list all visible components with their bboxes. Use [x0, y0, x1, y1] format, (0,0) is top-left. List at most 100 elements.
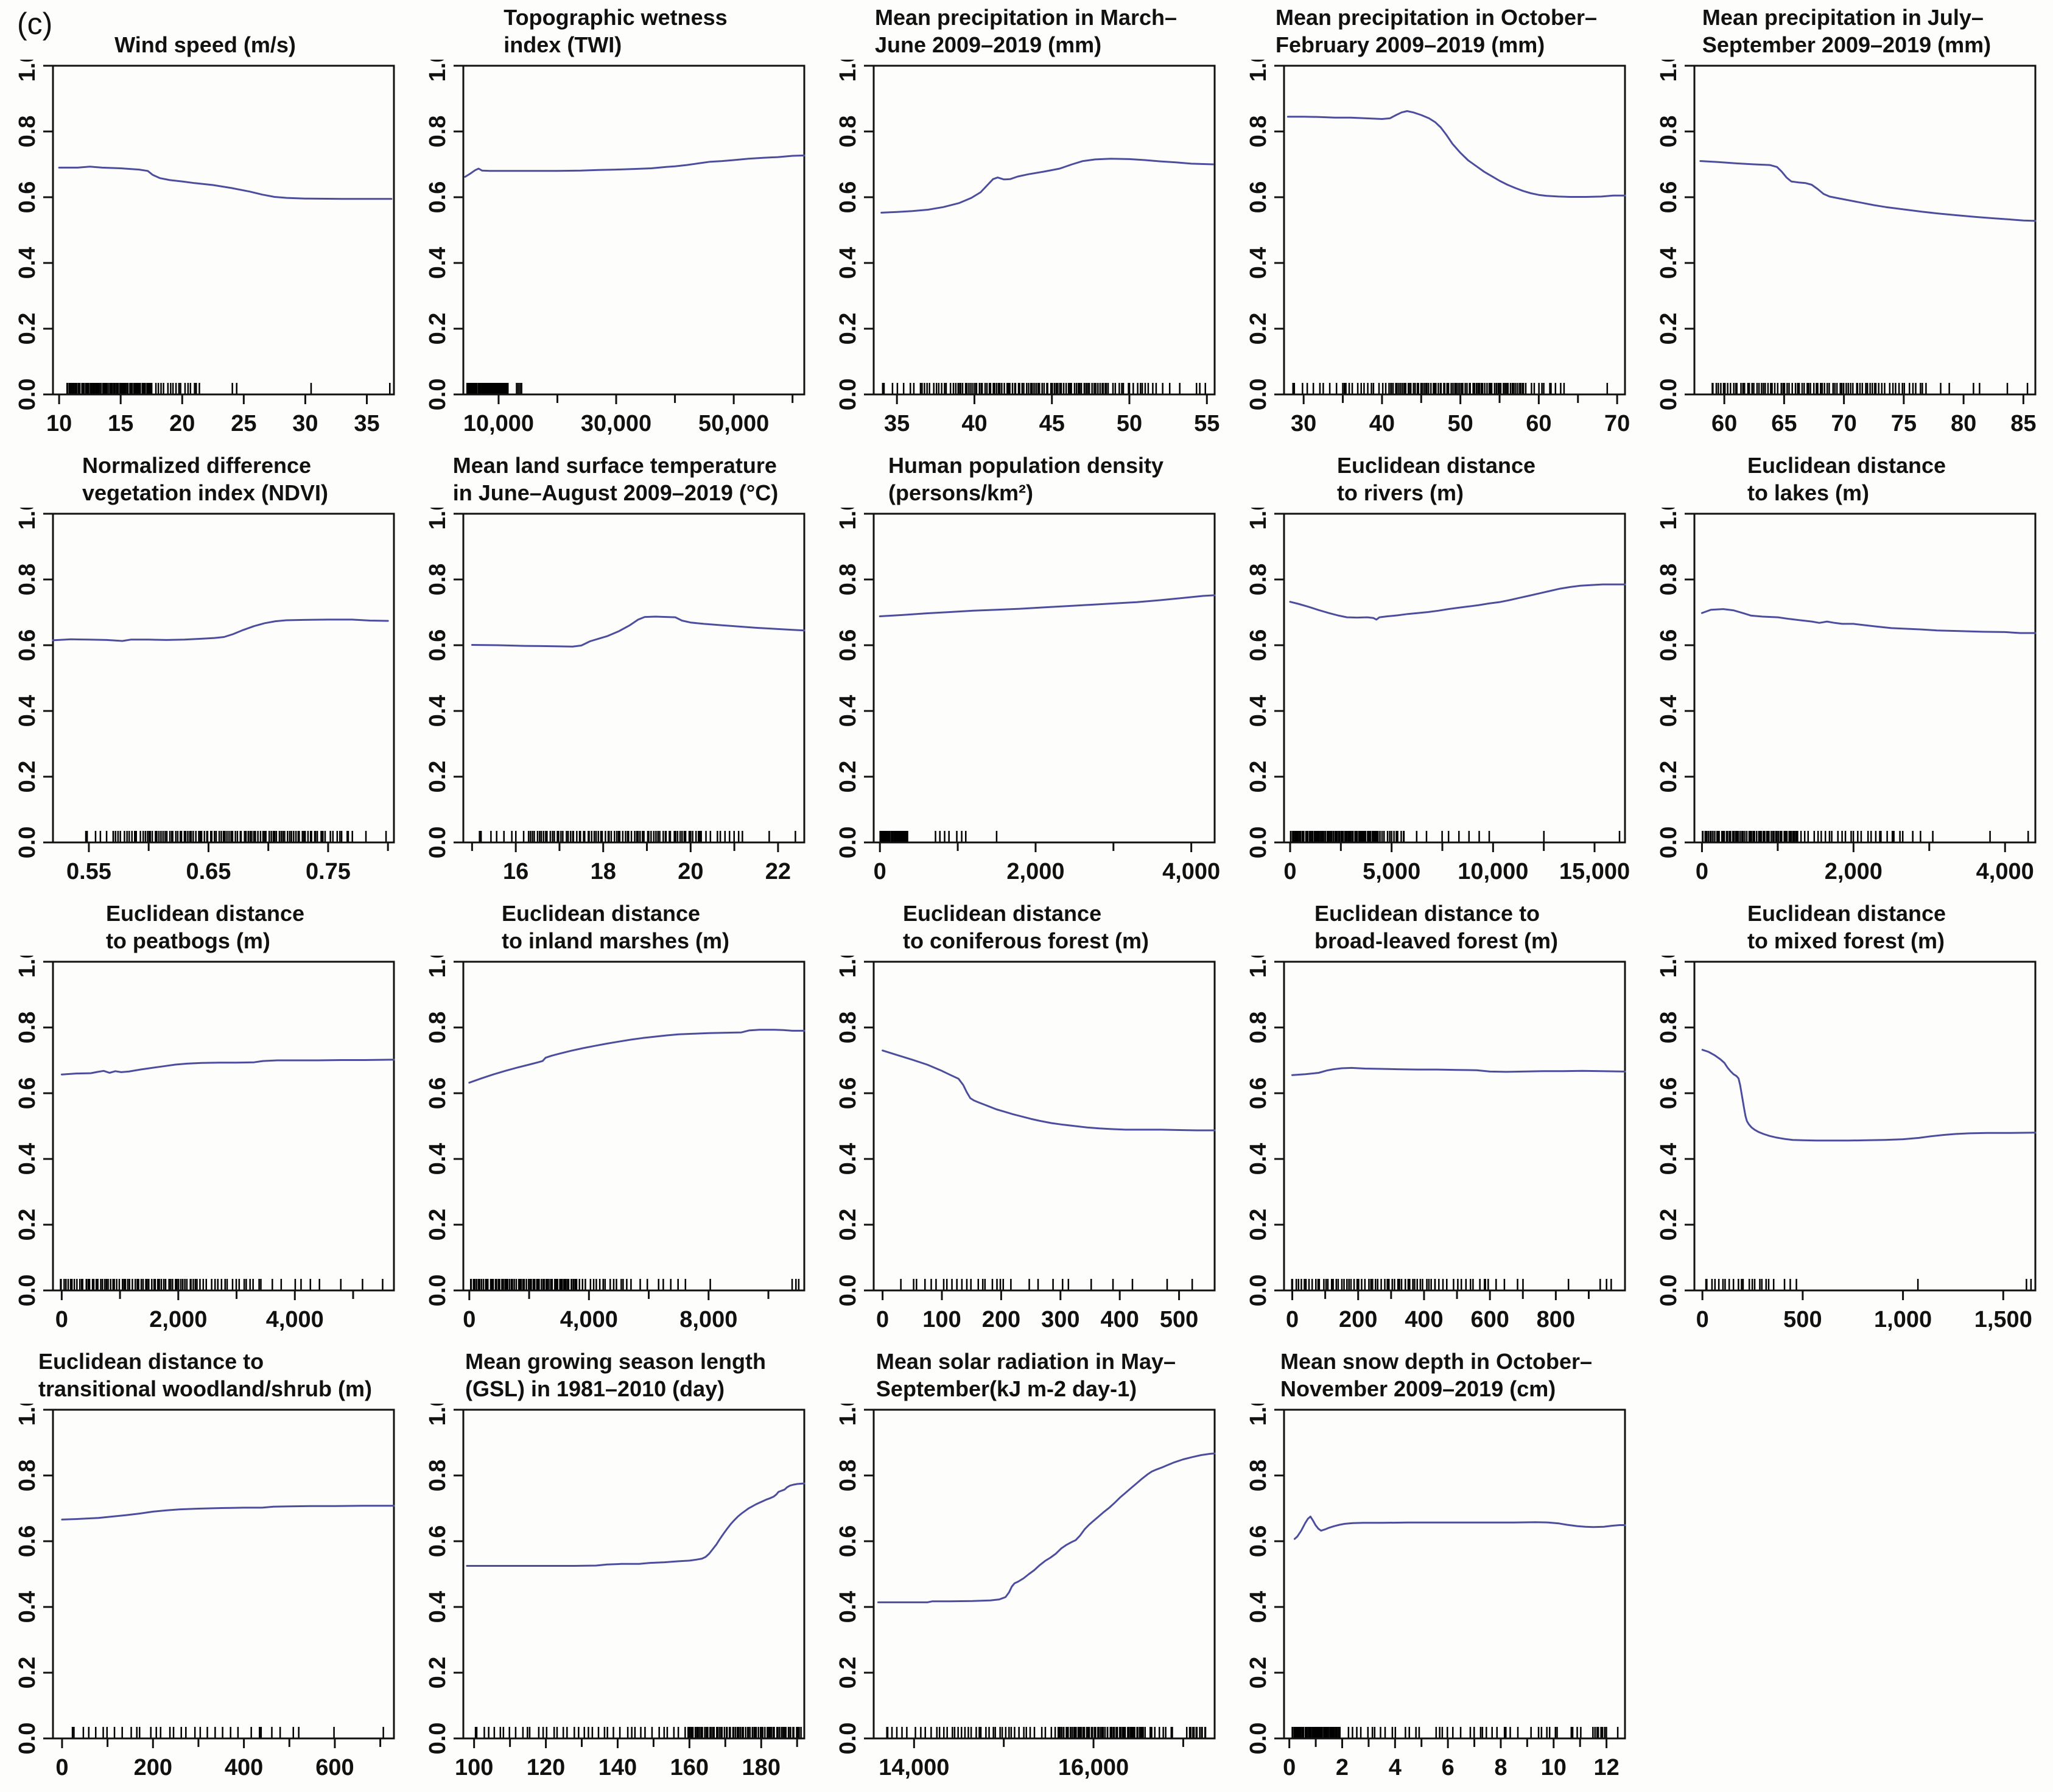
y-tick-label: 0.0: [835, 379, 861, 411]
rug-marks: [879, 831, 998, 842]
plot-title: Mean precipitation in July– September 20…: [1702, 5, 1992, 57]
y-tick-label: 0.0: [15, 1723, 40, 1755]
plot-title-area: Human population density (persons/km²): [821, 448, 1231, 508]
plot-canvas: 0.0 0.2 0.4 0.6 0.8 1.0 60 65 70 75 80 85: [1656, 60, 2037, 436]
y-tick-label: 0.0: [1656, 827, 1682, 859]
plot-title-area: Mean land surface temperature in June–Au…: [410, 448, 821, 508]
plot-title-area: Mean precipitation in July– September 20…: [1641, 0, 2052, 60]
rug-marks: [474, 1727, 802, 1738]
x-axis: 0 5,000 10,000 15,000: [1283, 842, 1630, 884]
pd-curve: [58, 166, 393, 200]
y-tick-label: 0.4: [15, 247, 40, 279]
plot-canvas: 0.0 0.2 0.4 0.6 0.8 1.0 35 40 45 50 55: [835, 60, 1220, 436]
x-tick-label: 70: [1831, 411, 1856, 436]
y-tick-label: 0.0: [1656, 379, 1682, 411]
plot-title-area: Euclidean distance to peatbogs (m): [0, 896, 410, 956]
y-tick-label: 0.4: [15, 695, 40, 727]
x-tick-label: 30: [292, 411, 318, 436]
x-tick-label: 100: [455, 1755, 493, 1780]
pd-curve: [1289, 583, 1626, 621]
plot-frame: [52, 1409, 395, 1740]
x-tick-label: 200: [982, 1307, 1020, 1332]
y-tick-label: 0.2: [1656, 761, 1682, 793]
y-tick-label: 1.0: [1246, 956, 1271, 978]
x-axis: 10,000 30,000 50,000: [463, 394, 794, 436]
y-tick-label: 1.0: [425, 60, 451, 82]
y-tick-label: 0.0: [15, 1275, 40, 1307]
x-axis: 0 2,000 4,000: [874, 842, 1220, 884]
y-tick-label: 0.0: [425, 827, 451, 859]
y-tick-label: 0.0: [1656, 1275, 1682, 1307]
y-tick-label: 1.0: [835, 60, 861, 82]
plot-title: Euclidean distance to transitional woodl…: [38, 1349, 372, 1401]
x-tick-label: 200: [1339, 1307, 1377, 1332]
y-tick-label: 0.8: [425, 116, 451, 148]
x-axis: 0 500 1,000 1,500: [1696, 1290, 2032, 1332]
x-tick-label: 65: [1771, 411, 1797, 436]
pd-curve: [52, 618, 389, 642]
y-tick-label: 0.2: [15, 313, 40, 345]
plot-title-area: Euclidean distance to inland marshes (m): [410, 896, 821, 956]
y-tick-label: 0.0: [15, 379, 40, 411]
x-axis: 0 100 200 300 400 500: [876, 1290, 1198, 1332]
pdp-plot-13: Euclidean distance to coniferous forest …: [821, 896, 1231, 1344]
y-tick-label: 0.4: [15, 1143, 40, 1175]
plot-canvas: 0.0 0.2 0.4 0.6 0.8 1.0 0 5,000 10,000 15,000: [1246, 508, 1630, 884]
x-tick-label: 10: [46, 411, 72, 436]
y-tick-label: 0.0: [1246, 827, 1271, 859]
x-tick-label: 8,000: [679, 1307, 737, 1332]
y-tick-label: 0.4: [1656, 247, 1682, 279]
x-tick-label: 35: [884, 411, 910, 436]
x-axis: 14,000 16,000: [879, 1738, 1184, 1780]
x-tick-label: 180: [742, 1755, 781, 1780]
plot-canvas: 0.0 0.2 0.4 0.6 0.8 1.0 0 2,000 4,000: [15, 956, 395, 1332]
plot-title-area: Euclidean distance to lakes (m): [1641, 448, 2052, 508]
y-tick-label: 0.2: [425, 1209, 451, 1241]
y-tick-label: 0.8: [835, 1460, 861, 1492]
plot-title: Euclidean distance to inland marshes (m): [501, 901, 730, 953]
y-axis: 0.0 0.2 0.4 0.6 0.8 1.0: [1656, 508, 1694, 858]
x-tick-label: 500: [1160, 1307, 1198, 1332]
x-tick-label: 30,000: [581, 411, 651, 436]
plot-title-area: Euclidean distance to mixed forest (m): [1641, 896, 2052, 956]
pdp-plot-8: Human population density (persons/km²) 0.…: [821, 448, 1231, 896]
plot-title: Wind speed (m/s): [114, 32, 296, 57]
x-tick-label: 50: [1117, 411, 1142, 436]
rug-marks: [1702, 831, 2029, 842]
x-tick-label: 30: [1291, 411, 1316, 436]
x-tick-label: 5,000: [1363, 859, 1420, 884]
x-tick-label: 80: [1951, 411, 1976, 436]
rug-marks: [466, 383, 522, 394]
y-tick-label: 0.0: [1246, 1275, 1271, 1307]
plot-title: Mean precipitation in October– February …: [1275, 5, 1598, 57]
y-tick-label: 1.0: [1246, 60, 1271, 82]
y-tick-label: 0.2: [425, 313, 451, 345]
plot-canvas: 0.0 0.2 0.4 0.6 0.8 1.0 30 40 50 60 70: [1246, 60, 1630, 436]
pdp-plot-17: Mean growing season length (GSL) in 1981…: [410, 1344, 821, 1792]
plot-title: Euclidean distance to broad-leaved fores…: [1314, 901, 1559, 953]
y-tick-label: 0.6: [425, 181, 451, 214]
y-tick-label: 0.6: [425, 629, 451, 662]
plot-frame: [1693, 65, 2037, 396]
y-tick-label: 0.8: [835, 1012, 861, 1044]
x-tick-label: 60: [1711, 411, 1737, 436]
y-tick-label: 0.4: [835, 1591, 861, 1623]
y-tick-label: 0.4: [835, 247, 861, 279]
y-tick-label: 0.2: [835, 313, 861, 345]
x-axis: 0 4,000 8,000: [463, 1290, 770, 1332]
y-tick-label: 0.6: [835, 629, 861, 662]
x-tick-label: 0: [1283, 859, 1296, 884]
plot-title: Euclidean distance to mixed forest (m): [1747, 901, 1946, 953]
y-tick-label: 1.0: [425, 1404, 451, 1426]
y-tick-label: 0.0: [425, 1723, 451, 1755]
pdp-plot-6: Normalized difference vegetation index (…: [0, 448, 410, 896]
x-tick-label: 70: [1604, 411, 1630, 436]
y-tick-label: 0.0: [1246, 379, 1271, 411]
x-tick-label: 800: [1537, 1307, 1575, 1332]
plot-title: Human population density (persons/km²): [888, 453, 1163, 505]
y-tick-label: 0.8: [15, 116, 40, 148]
y-tick-label: 0.0: [1246, 1723, 1271, 1755]
y-tick-label: 0.4: [1246, 695, 1271, 727]
y-tick-label: 0.8: [425, 1460, 451, 1492]
